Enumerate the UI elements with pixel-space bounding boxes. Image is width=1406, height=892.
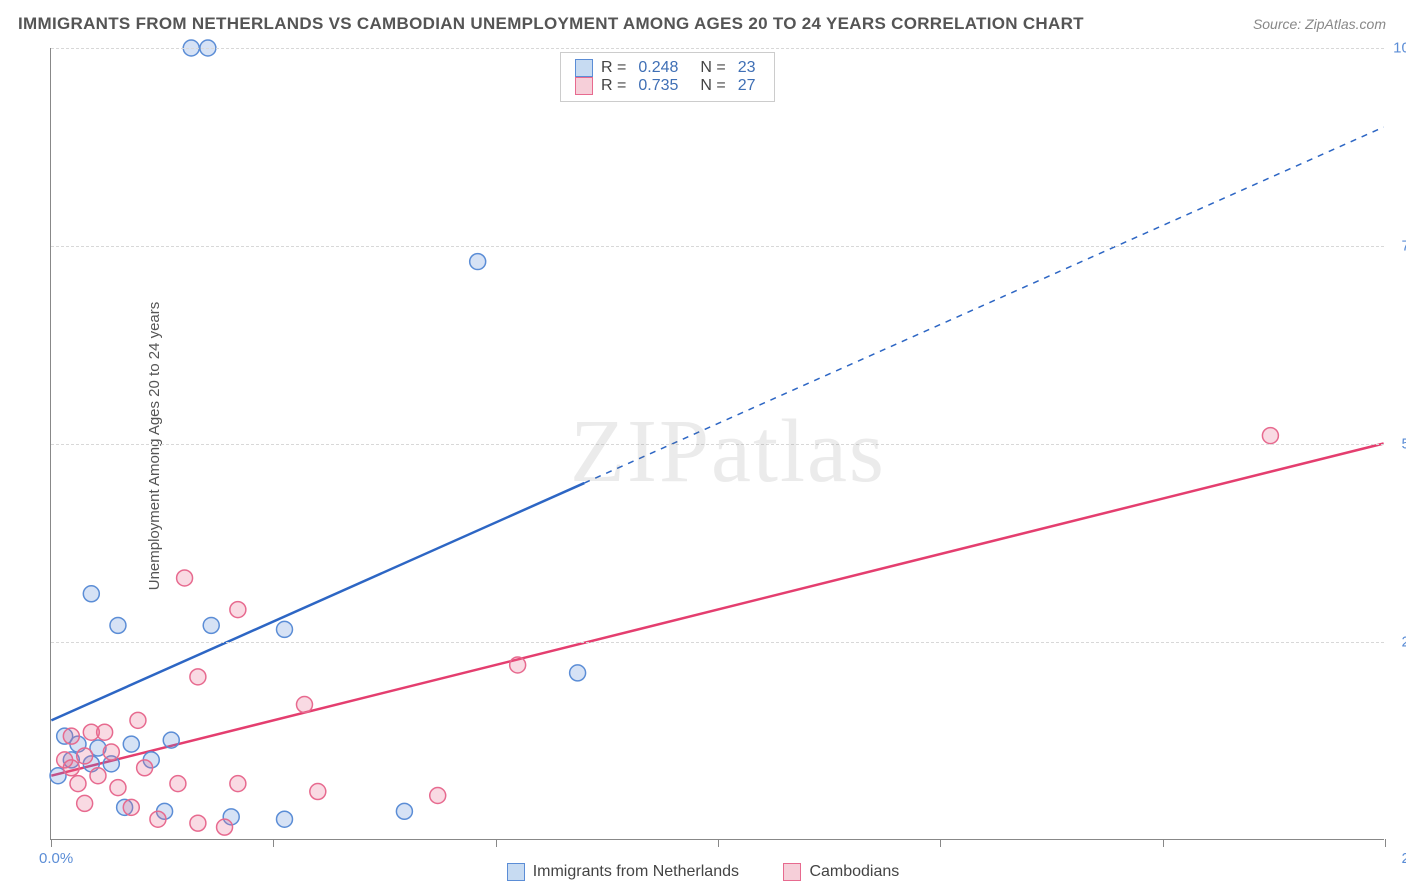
r-value-blue: 0.248 — [638, 59, 678, 77]
data-point — [123, 799, 139, 815]
x-tick — [51, 839, 52, 847]
n-value-blue: 23 — [738, 59, 756, 77]
trend-line-dashed — [584, 127, 1383, 483]
correlation-legend: R = 0.248 N = 23 R = 0.735 N = 27 — [560, 52, 775, 102]
n-label: N = — [700, 77, 725, 95]
n-value-pink: 27 — [738, 77, 756, 95]
data-point — [203, 617, 219, 633]
grid-line — [51, 48, 1384, 49]
data-point — [103, 744, 119, 760]
swatch-pink-icon — [575, 77, 593, 95]
data-point — [230, 776, 246, 792]
data-point — [177, 570, 193, 586]
source-attribution: Source: ZipAtlas.com — [1253, 16, 1386, 32]
y-tick-label: 75.0% — [1401, 238, 1406, 255]
trend-line-solid — [51, 444, 1383, 776]
data-point — [277, 621, 293, 637]
grid-line — [51, 444, 1384, 445]
series-legend: Immigrants from Netherlands Cambodians — [0, 863, 1406, 886]
data-point — [190, 815, 206, 831]
y-tick-label: 50.0% — [1401, 436, 1406, 453]
data-point — [110, 617, 126, 633]
data-point — [77, 795, 93, 811]
data-point — [510, 657, 526, 673]
data-point — [130, 712, 146, 728]
data-point — [77, 748, 93, 764]
data-point — [470, 254, 486, 270]
legend-label-pink: Cambodians — [809, 863, 899, 881]
data-point — [70, 776, 86, 792]
swatch-blue-icon — [575, 59, 593, 77]
x-tick — [1385, 839, 1386, 847]
data-point — [230, 602, 246, 618]
x-tick — [940, 839, 941, 847]
data-point — [63, 728, 79, 744]
chart-title: IMMIGRANTS FROM NETHERLANDS VS CAMBODIAN… — [18, 14, 1084, 34]
x-tick — [273, 839, 274, 847]
grid-line — [51, 246, 1384, 247]
data-point — [310, 784, 326, 800]
swatch-pink-icon — [783, 863, 801, 881]
data-point — [150, 811, 166, 827]
r-label: R = — [601, 77, 626, 95]
data-point — [217, 819, 233, 835]
x-tick — [496, 839, 497, 847]
source-label: Source: — [1253, 16, 1301, 32]
data-point — [277, 811, 293, 827]
data-point — [110, 780, 126, 796]
swatch-blue-icon — [507, 863, 525, 881]
y-tick-label: 25.0% — [1401, 634, 1406, 651]
r-label: R = — [601, 59, 626, 77]
grid-line — [51, 642, 1384, 643]
data-point — [396, 803, 412, 819]
data-point — [170, 776, 186, 792]
source-value: ZipAtlas.com — [1305, 16, 1386, 32]
x-tick — [718, 839, 719, 847]
x-tick — [1163, 839, 1164, 847]
data-point — [190, 669, 206, 685]
data-point — [83, 586, 99, 602]
n-label: N = — [700, 59, 725, 77]
data-point — [1262, 428, 1278, 444]
data-point — [296, 697, 312, 713]
trend-line-solid — [51, 483, 584, 720]
data-point — [430, 788, 446, 804]
data-point — [570, 665, 586, 681]
r-value-pink: 0.735 — [638, 77, 678, 95]
legend-item-pink: Cambodians — [783, 863, 899, 881]
data-point — [90, 768, 106, 784]
y-tick-label: 100.0% — [1393, 40, 1406, 57]
legend-row-blue: R = 0.248 N = 23 — [575, 59, 760, 77]
plot-area: 25.0%50.0%75.0%100.0%0.0%20.0% — [50, 48, 1384, 840]
legend-label-blue: Immigrants from Netherlands — [533, 863, 739, 881]
data-point — [163, 732, 179, 748]
data-point — [137, 760, 153, 776]
legend-row-pink: R = 0.735 N = 27 — [575, 77, 760, 95]
data-point — [97, 724, 113, 740]
legend-item-blue: Immigrants from Netherlands — [507, 863, 739, 881]
data-point — [123, 736, 139, 752]
data-point — [63, 760, 79, 776]
